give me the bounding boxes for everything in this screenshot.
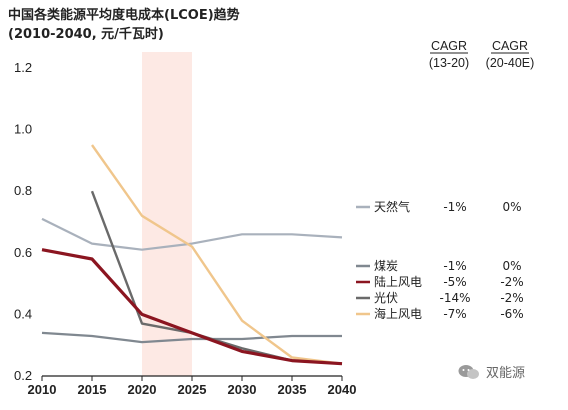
- x-tick-label-2030: 2030: [228, 382, 257, 397]
- legend-cagr-20-40-gas: 0%: [502, 200, 521, 214]
- legend-label-solar: 光伏: [374, 291, 398, 305]
- legend-cagr-20-40-solar: -2%: [500, 291, 523, 305]
- legend-cagr-20-40-onshore: -2%: [500, 275, 523, 289]
- legend-cagr-20-40-offshore: -6%: [500, 307, 523, 321]
- y-axis-ticks: 0.2 0.4 0.6 0.8 1.0 1.2: [14, 60, 32, 383]
- series-line-onshore: [41, 248, 343, 366]
- legend-cagr-13-20-coal: -1%: [443, 259, 466, 273]
- chart-title: 中国各类能源平均度电成本(LCOE)趋势: [8, 8, 240, 23]
- legend-label-gas: 天然气: [374, 199, 410, 214]
- series-line-solar: [90, 190, 343, 365]
- series-line-offshore: [91, 144, 343, 365]
- cagr-col2-line2: (20-40E): [486, 56, 535, 70]
- y-tick-label-0-8: 0.8: [14, 183, 32, 198]
- legend-cagr-20-40-coal: 0%: [502, 259, 521, 273]
- legend-cagr-13-20-offshore: -7%: [443, 307, 466, 321]
- series-line-coal: [41, 331, 342, 344]
- cagr-column-headers: CAGR (13-20) CAGR (20-40E): [429, 39, 534, 70]
- legend-label-offshore: 海上风电: [374, 306, 422, 321]
- chart-subtitle: (2010-2040, 元/千瓦时): [8, 27, 164, 42]
- cagr-col1-line1: CAGR: [431, 39, 467, 53]
- x-tick-label-2040: 2040: [328, 382, 357, 397]
- y-tick-label-1-0: 1.0: [14, 122, 32, 137]
- x-tick-label-2035: 2035: [278, 382, 307, 397]
- legend: 天然气 -1% 0% 煤炭 -1% 0% 陆上风电 -5% -2% 光伏 -14% -2% 海上风电 -7…: [356, 199, 524, 321]
- legend-cagr-13-20-onshore: -5%: [443, 275, 466, 289]
- watermark-text: 双能源: [486, 366, 526, 381]
- x-tick-label-2010: 2010: [28, 382, 57, 397]
- legend-label-onshore: 陆上风电: [374, 274, 422, 289]
- cagr-col2-line1: CAGR: [492, 39, 528, 53]
- watermark: 双能源: [458, 362, 525, 381]
- legend-cagr-13-20-gas: -1%: [443, 200, 466, 214]
- cagr-col1-line2: (13-20): [429, 56, 469, 70]
- y-tick-label-0-4: 0.4: [14, 306, 32, 321]
- y-tick-label-0-2: 0.2: [14, 368, 32, 383]
- y-tick-label-0-6: 0.6: [14, 245, 32, 260]
- x-tick-label-2025: 2025: [178, 382, 207, 397]
- x-tick-label-2020: 2020: [128, 382, 157, 397]
- series-lines: [41, 144, 343, 366]
- legend-label-coal: 煤炭: [374, 259, 398, 273]
- series-line-gas: [41, 217, 343, 251]
- y-tick-label-1-2: 1.2: [14, 60, 32, 75]
- x-tick-label-2015: 2015: [78, 382, 107, 397]
- legend-cagr-13-20-solar: -14%: [439, 291, 470, 305]
- x-axis: 2010 2015 2020 2025 2030 2035 2040: [28, 375, 357, 397]
- wechat-icon: [458, 364, 480, 380]
